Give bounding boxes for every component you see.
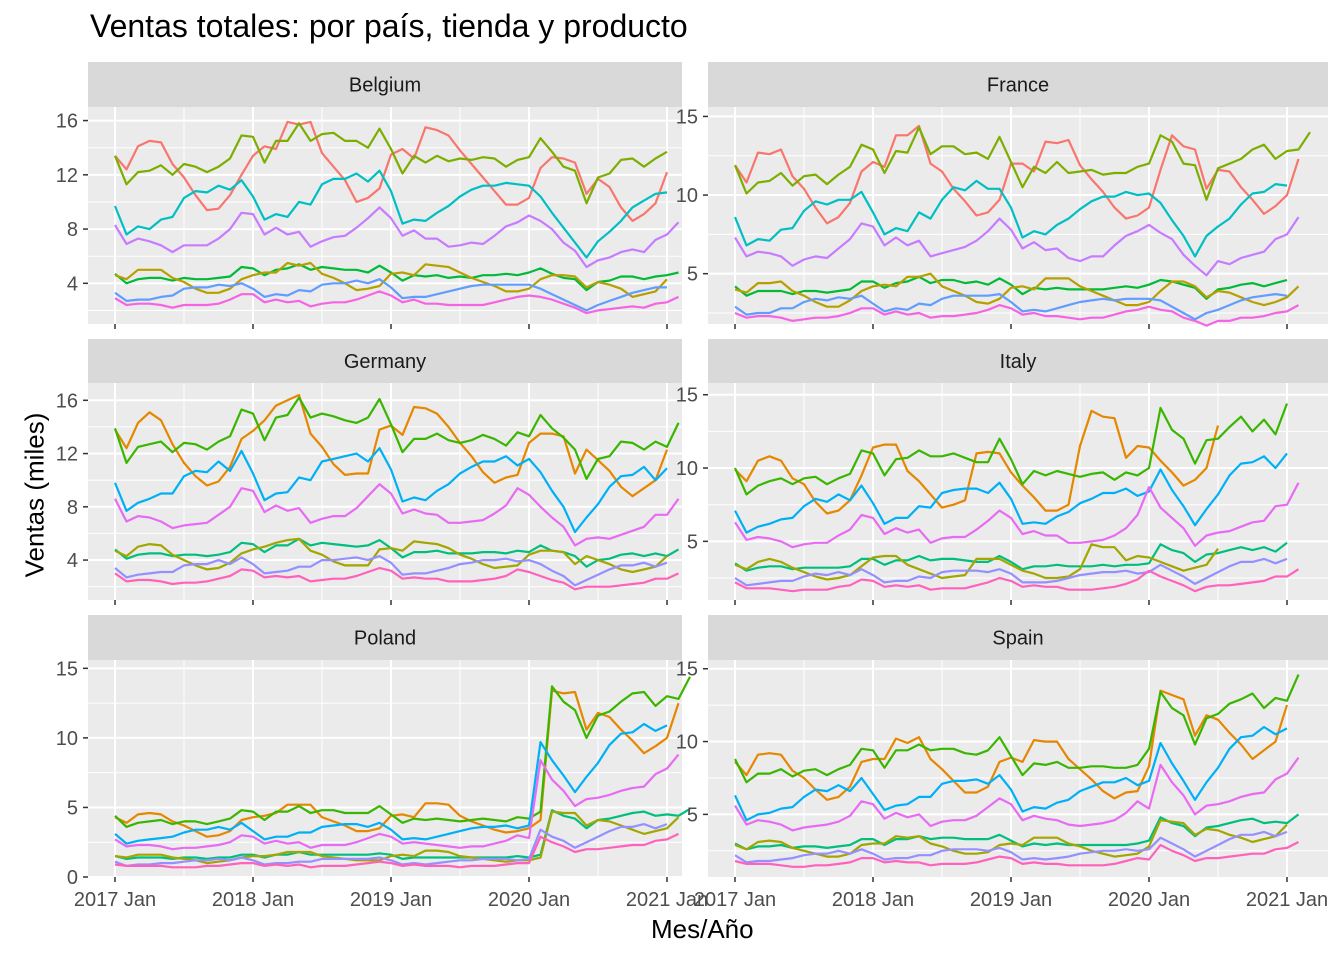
x-tick-label: 2020 Jan <box>1108 889 1190 911</box>
series-line-5 <box>114 263 679 292</box>
y-tick-label: 16 <box>56 111 78 133</box>
series-line-6 <box>734 543 1219 581</box>
series-line-3 <box>114 722 668 845</box>
series-line-6 <box>734 272 1300 308</box>
x-tick-label: 2019 Jan <box>970 889 1052 911</box>
series-line-1 <box>114 120 669 222</box>
series-line-5 <box>114 537 680 568</box>
y-tick-label: 10 <box>676 458 698 480</box>
facet-strip-label: Spain <box>992 628 1043 650</box>
series-line-3 <box>113 169 668 259</box>
series-line-7 <box>734 293 1288 321</box>
series-line-8 <box>114 566 679 591</box>
facet-strip-label: Germany <box>344 351 426 373</box>
facet-strip <box>88 62 682 107</box>
facet-strip <box>708 62 1328 107</box>
series-line-2 <box>113 396 680 480</box>
series-line-1 <box>734 124 1300 225</box>
y-tick-label: 5 <box>687 531 698 553</box>
x-tick-label: 2021 Jan <box>1246 889 1328 911</box>
y-tick-label: 10 <box>676 732 698 754</box>
panel-background <box>88 660 682 877</box>
y-tick-label: 15 <box>56 658 78 680</box>
x-tick-label: 2019 Jan <box>350 889 432 911</box>
facet-germany: Germany 4 8 12 16 <box>56 339 682 605</box>
y-tick-label: 15 <box>676 106 698 128</box>
series-line-7 <box>734 557 1288 587</box>
series-line-8 <box>114 832 679 869</box>
series-line-7 <box>114 278 667 312</box>
panel-background <box>708 383 1328 600</box>
y-tick-label: 15 <box>676 659 698 681</box>
series-line-2 <box>733 126 1311 201</box>
series-line-8 <box>114 290 679 315</box>
x-tick-label: 2020 Jan <box>488 889 570 911</box>
series-line-3 <box>734 452 1288 534</box>
x-tick-label: 2017 Jan <box>694 889 776 911</box>
y-tick-label: 12 <box>56 165 78 187</box>
x-tick-label: 2018 Jan <box>832 889 914 911</box>
series-line-4 <box>734 756 1300 832</box>
x-axis-title: Mes/Año <box>651 914 754 944</box>
x-tick-label: 2017 Jan <box>74 889 156 911</box>
y-tick-label: 5 <box>67 797 78 819</box>
series-line-3 <box>733 179 1288 258</box>
series-line-6 <box>114 810 680 865</box>
series-line-1 <box>114 689 680 838</box>
facet-italy: Italy 5 10 15 <box>676 339 1328 605</box>
y-tick-label: 8 <box>67 219 78 241</box>
series-line-8 <box>734 568 1300 593</box>
facet-spain: Spain 5 10 15 2017 Jan 2018 Jan 2019 Jan 2020 J… <box>676 615 1328 911</box>
facet-strip <box>88 615 682 660</box>
facet-france: France 5 10 15 <box>676 62 1328 329</box>
facet-strip-label: France <box>987 75 1049 97</box>
series-line-4 <box>734 216 1300 277</box>
series-line-3 <box>734 725 1288 822</box>
series-line-7 <box>734 830 1288 864</box>
y-tick-label: 5 <box>687 264 698 286</box>
series-line-7 <box>114 554 668 587</box>
series-line-4 <box>114 483 680 547</box>
y-tick-label: 10 <box>56 728 78 750</box>
series-line-2 <box>733 403 1289 496</box>
x-tick-label: 2021 Jan <box>626 889 708 911</box>
y-tick-label: 16 <box>56 390 78 412</box>
series-line-2 <box>734 674 1300 784</box>
y-tick-label: 5 <box>687 804 698 826</box>
series-line-2 <box>113 122 668 205</box>
facet-strip <box>708 615 1328 660</box>
chart-title: Ventas totales: por país, tienda y produ… <box>90 8 688 44</box>
x-tick-label: 2018 Jan <box>212 889 294 911</box>
series-line-2 <box>114 676 691 829</box>
panel-background <box>88 383 682 600</box>
series-line-7 <box>114 822 668 868</box>
facet-strip-label: Poland <box>354 628 416 650</box>
series-line-6 <box>114 261 668 298</box>
y-tick-label: 4 <box>67 550 78 572</box>
series-line-4 <box>114 753 680 851</box>
y-tick-label: 8 <box>67 497 78 519</box>
series-line-6 <box>734 819 1288 858</box>
y-tick-label: 15 <box>676 385 698 407</box>
facet-strip-label: Italy <box>1000 351 1037 373</box>
series-line-8 <box>734 304 1300 327</box>
series-line-6 <box>114 537 668 574</box>
facet-belgium: Belgium 4 8 12 16 <box>56 62 682 329</box>
series-line-4 <box>734 482 1300 549</box>
y-tick-label: 4 <box>67 273 78 295</box>
series-line-3 <box>113 447 668 534</box>
facet-strip <box>708 339 1328 383</box>
series-line-8 <box>734 841 1300 868</box>
y-tick-label: 0 <box>67 867 78 889</box>
y-tick-label: 12 <box>56 444 78 466</box>
series-line-4 <box>114 206 680 269</box>
series-line-1 <box>734 409 1220 515</box>
y-tick-label: 10 <box>676 185 698 207</box>
facet-poland: Poland 0 5 10 15 2017 Jan 2018 Jan 2019 Jan 2020… <box>56 615 708 911</box>
facet-strip <box>88 339 682 383</box>
facet-strip-label: Belgium <box>349 75 421 97</box>
series-line-5 <box>734 541 1288 572</box>
